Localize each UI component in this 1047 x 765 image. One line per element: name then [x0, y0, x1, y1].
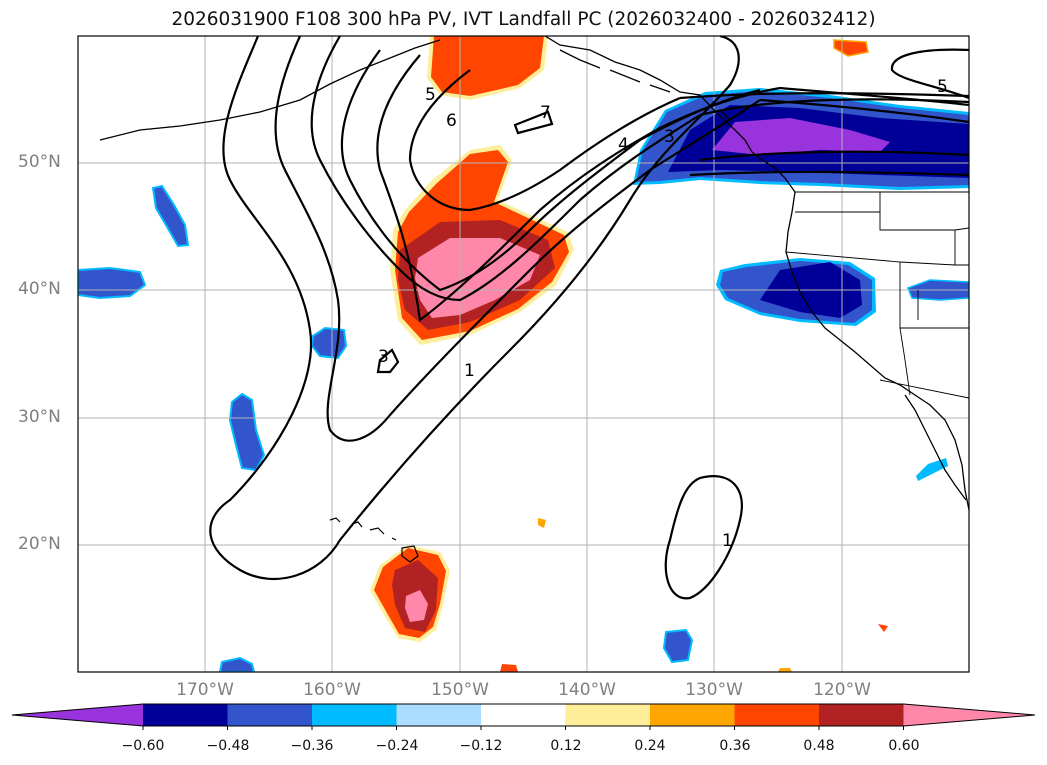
negative-anomaly-small-4	[218, 656, 256, 672]
colorbar-segment	[481, 704, 566, 726]
negative-anomaly-north-pacific	[151, 184, 190, 248]
map-frame	[77, 35, 970, 673]
negative-anomaly-california	[716, 258, 969, 326]
pv-contours	[209, 36, 969, 600]
positive-speck-4	[778, 668, 792, 672]
lon-label-170w: 170°W	[176, 680, 234, 700]
colorbar-segment	[565, 704, 651, 726]
negative-anomaly-small-2	[228, 392, 266, 472]
colorbar-tick: 0.36	[719, 738, 751, 754]
contour-label-4: 4	[618, 135, 629, 155]
contour-label-5: 5	[425, 85, 436, 105]
lon-label-130w: 130°W	[685, 680, 743, 700]
negative-anomaly-small-3	[662, 628, 694, 664]
colorbar-extend-max	[903, 704, 1035, 726]
contour-label-6: 6	[446, 111, 457, 131]
colorbar-extend-min	[12, 704, 143, 726]
contour-label-3: 3	[664, 127, 675, 147]
colorbar-tick: −0.48	[206, 738, 250, 754]
colorbar-tick: −0.36	[290, 738, 334, 754]
colorbar-tick: 0.60	[888, 738, 920, 754]
negative-anomaly-small-1	[310, 326, 348, 360]
lon-label-120w: 120°W	[813, 680, 871, 700]
colorbar-tick: 0.24	[634, 738, 666, 754]
positive-speck-2	[878, 624, 888, 632]
contour-labels: 5 6 7 4 3 5 3 1 1	[378, 77, 948, 551]
lat-label-40n: 40°N	[18, 279, 61, 299]
contour-label-1: 1	[464, 361, 475, 381]
political-borders	[785, 191, 969, 399]
negative-anomaly-west	[78, 266, 147, 300]
contour-label-7: 7	[540, 103, 551, 123]
lon-label-150w: 150°W	[431, 680, 489, 700]
lat-label-30n: 30°N	[18, 407, 61, 427]
figure-title: 2026031900 F108 300 hPa PV, IVT Landfall…	[171, 9, 876, 30]
colorbar-segment	[650, 704, 735, 726]
colorbar-tick: −0.24	[375, 738, 419, 754]
positive-anomaly-gulf-of-alaska	[427, 36, 548, 100]
colorbar-tick: −0.60	[121, 738, 165, 754]
positive-speck-3	[500, 664, 518, 672]
negative-anomaly-baja	[916, 458, 948, 481]
positive-anomaly-hawaii	[370, 545, 450, 642]
contour-label-3-south: 3	[378, 347, 389, 367]
coastlines	[99, 36, 969, 511]
map-plot-area: 5 6 7 4 3 5 3 1 1	[78, 36, 969, 672]
colorbar-tick: 0.12	[550, 738, 582, 754]
contour-label-5-east: 5	[937, 77, 948, 97]
colorbar-segment	[734, 704, 820, 726]
colorbar-segment	[312, 704, 397, 726]
colorbar-segment	[143, 704, 228, 726]
positive-speck-1	[538, 518, 546, 528]
colorbar-segment	[227, 704, 313, 726]
colorbar-segment	[396, 704, 482, 726]
lat-label-20n: 20°N	[18, 534, 61, 554]
colorbar	[11, 703, 1036, 730]
lon-label-140w: 140°W	[558, 680, 616, 700]
lat-label-50n: 50°N	[18, 152, 61, 172]
colorbar-segment	[819, 704, 904, 726]
contour-label-1-south: 1	[722, 531, 733, 551]
colorbar-tick: 0.48	[803, 738, 835, 754]
gridlines	[78, 36, 969, 672]
colorbar-tick: −0.12	[459, 738, 503, 754]
lon-label-160w: 160°W	[303, 680, 361, 700]
